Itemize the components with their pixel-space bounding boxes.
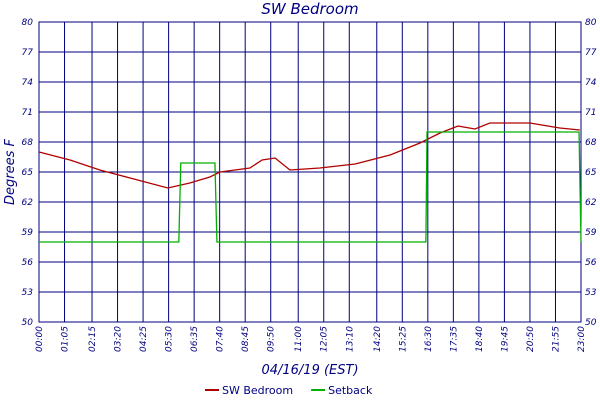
x-tick-label: 06:35 — [190, 326, 200, 352]
x-tick-label: 21:55 — [551, 326, 561, 352]
x-tick-label: 17:35 — [449, 326, 459, 352]
y2-tick-label: 68 — [585, 138, 597, 148]
x-tick-label: 08:45 — [241, 326, 251, 352]
y-tick-label: 71 — [22, 108, 33, 118]
plot-border — [38, 21, 582, 323]
y2-tick-label: 50 — [585, 318, 597, 328]
x-tick-label: 09:50 — [267, 326, 277, 352]
y-tick-label: 77 — [22, 48, 34, 58]
x-tick-label: 01:05 — [61, 326, 71, 352]
y-tick-label: 62 — [22, 198, 34, 208]
y2-tick-label: 56 — [585, 258, 597, 268]
x-tick-label: 15:25 — [398, 326, 408, 352]
x-tick-label: 00:00 — [35, 326, 45, 352]
y-axis-label: Degrees F — [3, 138, 18, 205]
y2-tick-label: 77 — [585, 48, 597, 58]
y-tick-label: 80 — [22, 18, 34, 28]
x-axis-label: 04/16/19 (EST) — [261, 363, 358, 378]
y2-tick-label: 62 — [585, 198, 597, 208]
y-tick-label: 50 — [22, 318, 34, 328]
x-tick-label: 04:25 — [139, 326, 149, 352]
y2-tick-label: 53 — [585, 288, 597, 298]
x-tick-label: 12:05 — [320, 326, 330, 352]
chart-title: SW Bedroom — [261, 0, 358, 18]
series-line — [39, 131, 582, 243]
x-tick-label: 02:15 — [88, 326, 98, 352]
x-tick-label: 20:50 — [526, 326, 536, 352]
y-tick-label: 74 — [22, 78, 34, 88]
y2-tick-label: 80 — [585, 18, 597, 28]
y2-tick-label: 71 — [585, 108, 596, 118]
y2-tick-label: 74 — [585, 78, 597, 88]
x-tick-label: 18:40 — [475, 326, 485, 352]
x-tick-label: 07:40 — [216, 326, 226, 352]
x-tick-label: 03:20 — [114, 326, 124, 352]
x-tick-label: 16:30 — [424, 326, 434, 352]
y2-tick-label: 59 — [585, 228, 597, 238]
legend-label: Setback — [328, 384, 373, 397]
x-tick-label: 14:20 — [373, 326, 383, 352]
x-tick-label: 13:10 — [345, 326, 355, 352]
y-tick-label: 56 — [22, 258, 34, 268]
y-tick-label: 68 — [22, 138, 34, 148]
x-tick-label: 19:45 — [500, 326, 510, 352]
series-line — [38, 122, 580, 189]
x-tick-label: 11:00 — [294, 326, 304, 352]
y-tick-label: 59 — [22, 228, 34, 238]
x-tick-label: 05:30 — [165, 326, 175, 352]
y-tick-label: 53 — [22, 288, 34, 298]
y-tick-label: 65 — [22, 168, 34, 178]
legend-label: SW Bedroom — [222, 384, 293, 397]
x-tick-label: 23:00 — [577, 326, 587, 352]
y2-tick-label: 65 — [585, 168, 597, 178]
